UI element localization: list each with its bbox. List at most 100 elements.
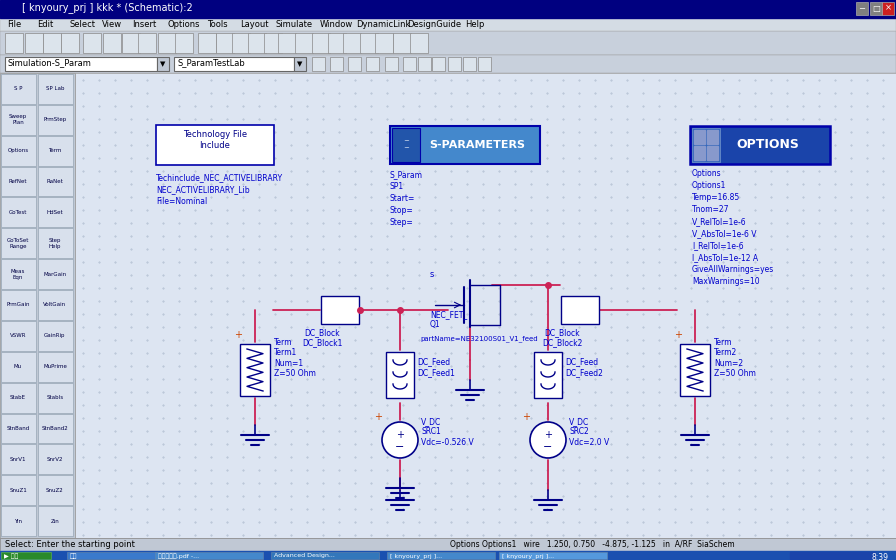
Text: −: − — [395, 442, 405, 452]
Bar — [271, 552, 379, 559]
Text: StabIs: StabIs — [47, 395, 64, 400]
Text: +: + — [522, 412, 530, 422]
Bar — [1, 321, 36, 351]
Bar — [240, 344, 270, 396]
Text: +: + — [396, 430, 404, 440]
Text: 学习: 学习 — [70, 553, 77, 558]
Text: Window: Window — [320, 20, 353, 29]
Bar — [216, 33, 234, 53]
Text: [ knyoury_prj ]...: [ knyoury_prj ]... — [390, 553, 442, 559]
Bar — [882, 2, 894, 15]
Bar — [198, 33, 216, 53]
Text: GoToSet
Range: GoToSet Range — [7, 238, 30, 249]
Text: RefNet: RefNet — [9, 179, 27, 184]
Bar — [1, 167, 36, 197]
Bar — [38, 445, 73, 474]
Text: Help: Help — [465, 20, 485, 29]
Bar — [312, 33, 330, 53]
Text: VSWR: VSWR — [10, 333, 26, 338]
Bar — [0, 18, 896, 31]
Text: Select: Select — [69, 20, 95, 29]
Text: Sweep
Plan: Sweep Plan — [9, 114, 27, 125]
Bar — [707, 130, 718, 144]
Text: MuPrime: MuPrime — [43, 364, 67, 369]
Text: −: − — [543, 442, 553, 452]
Text: Options Options1   wire   1.250, 0.750   -4.875, -1.125   in  A/RF  SiaSchem: Options Options1 wire 1.250, 0.750 -4.87… — [450, 540, 735, 549]
Bar — [418, 57, 431, 71]
Bar — [478, 57, 491, 71]
Bar — [264, 33, 282, 53]
Text: I_RelTol=1e-6: I_RelTol=1e-6 — [692, 241, 744, 250]
Bar — [67, 552, 175, 559]
Text: Options: Options — [168, 20, 201, 29]
Text: DC_Feed
DC_Feed1: DC_Feed DC_Feed1 — [417, 357, 455, 377]
Text: DC_Block
DC_Block2: DC_Block DC_Block2 — [542, 328, 582, 347]
Text: ~
~: ~ ~ — [403, 138, 409, 152]
Bar — [158, 33, 176, 53]
Text: Technology File
Include: Technology File Include — [183, 130, 247, 150]
Text: 8:39: 8:39 — [872, 553, 889, 560]
Circle shape — [530, 422, 566, 458]
Text: DC_Block
DC_Block1: DC_Block DC_Block1 — [302, 328, 342, 347]
Text: Layout: Layout — [240, 20, 269, 29]
Text: DesignGuide: DesignGuide — [407, 20, 461, 29]
Bar — [561, 296, 599, 324]
Bar — [856, 2, 868, 15]
Text: +: + — [234, 330, 242, 340]
Bar — [694, 146, 705, 160]
Bar — [83, 33, 101, 53]
Text: partName=NE32100S01_V1_feed: partName=NE32100S01_V1_feed — [420, 335, 538, 342]
Bar — [0, 538, 896, 551]
Bar — [38, 167, 73, 197]
Text: ▼: ▼ — [160, 61, 166, 67]
Text: SP Lab: SP Lab — [46, 86, 65, 91]
Bar — [38, 475, 73, 505]
Bar — [390, 126, 540, 164]
Bar — [1, 105, 36, 135]
Bar — [463, 57, 476, 71]
Bar — [1, 136, 36, 166]
Bar — [38, 198, 73, 227]
Text: Step=: Step= — [390, 218, 414, 227]
Bar — [38, 136, 73, 166]
Text: SP1: SP1 — [390, 182, 404, 191]
Text: I_AbsTol=1e-12 A: I_AbsTol=1e-12 A — [692, 253, 758, 262]
Bar — [870, 2, 882, 15]
Bar — [1, 552, 51, 559]
Text: Insert: Insert — [132, 20, 156, 29]
Text: S P: S P — [13, 86, 22, 91]
Text: Tools: Tools — [207, 20, 228, 29]
Bar — [410, 33, 428, 53]
Bar — [38, 382, 73, 413]
Text: ▼: ▼ — [297, 61, 303, 67]
Text: Zin: Zin — [51, 519, 59, 524]
Bar — [1, 290, 36, 320]
Text: [ knyoury_prj ] kkk * (Schematic):2: [ knyoury_prj ] kkk * (Schematic):2 — [22, 2, 193, 13]
Text: □: □ — [872, 3, 880, 12]
Bar — [680, 344, 710, 396]
Bar — [38, 413, 73, 444]
Bar — [375, 33, 393, 53]
Bar — [103, 33, 121, 53]
Bar — [0, 0, 896, 18]
Text: NEC_ACTIVELIBRARY_Lib: NEC_ACTIVELIBRARY_Lib — [156, 185, 250, 194]
Bar — [38, 74, 73, 104]
Bar — [0, 551, 896, 560]
Text: Simulation-S_Param: Simulation-S_Param — [8, 58, 92, 67]
Text: ×: × — [884, 3, 892, 12]
Bar — [157, 57, 169, 71]
Bar — [387, 552, 495, 559]
Bar — [348, 57, 361, 71]
Text: S_Param: S_Param — [390, 170, 423, 179]
Text: V_DC
SRC2
Vdc=2.0 V: V_DC SRC2 Vdc=2.0 V — [569, 417, 609, 447]
Text: GoTest: GoTest — [9, 210, 27, 215]
Bar — [403, 57, 416, 71]
Bar — [0, 73, 75, 538]
Text: GiveAllWarnings=yes: GiveAllWarnings=yes — [692, 265, 774, 274]
Bar — [25, 33, 43, 53]
Text: HdSet: HdSet — [47, 210, 64, 215]
Bar — [38, 228, 73, 258]
Text: ─: ─ — [859, 3, 865, 12]
Text: ▶ 开始: ▶ 开始 — [4, 553, 19, 558]
Bar — [385, 57, 398, 71]
